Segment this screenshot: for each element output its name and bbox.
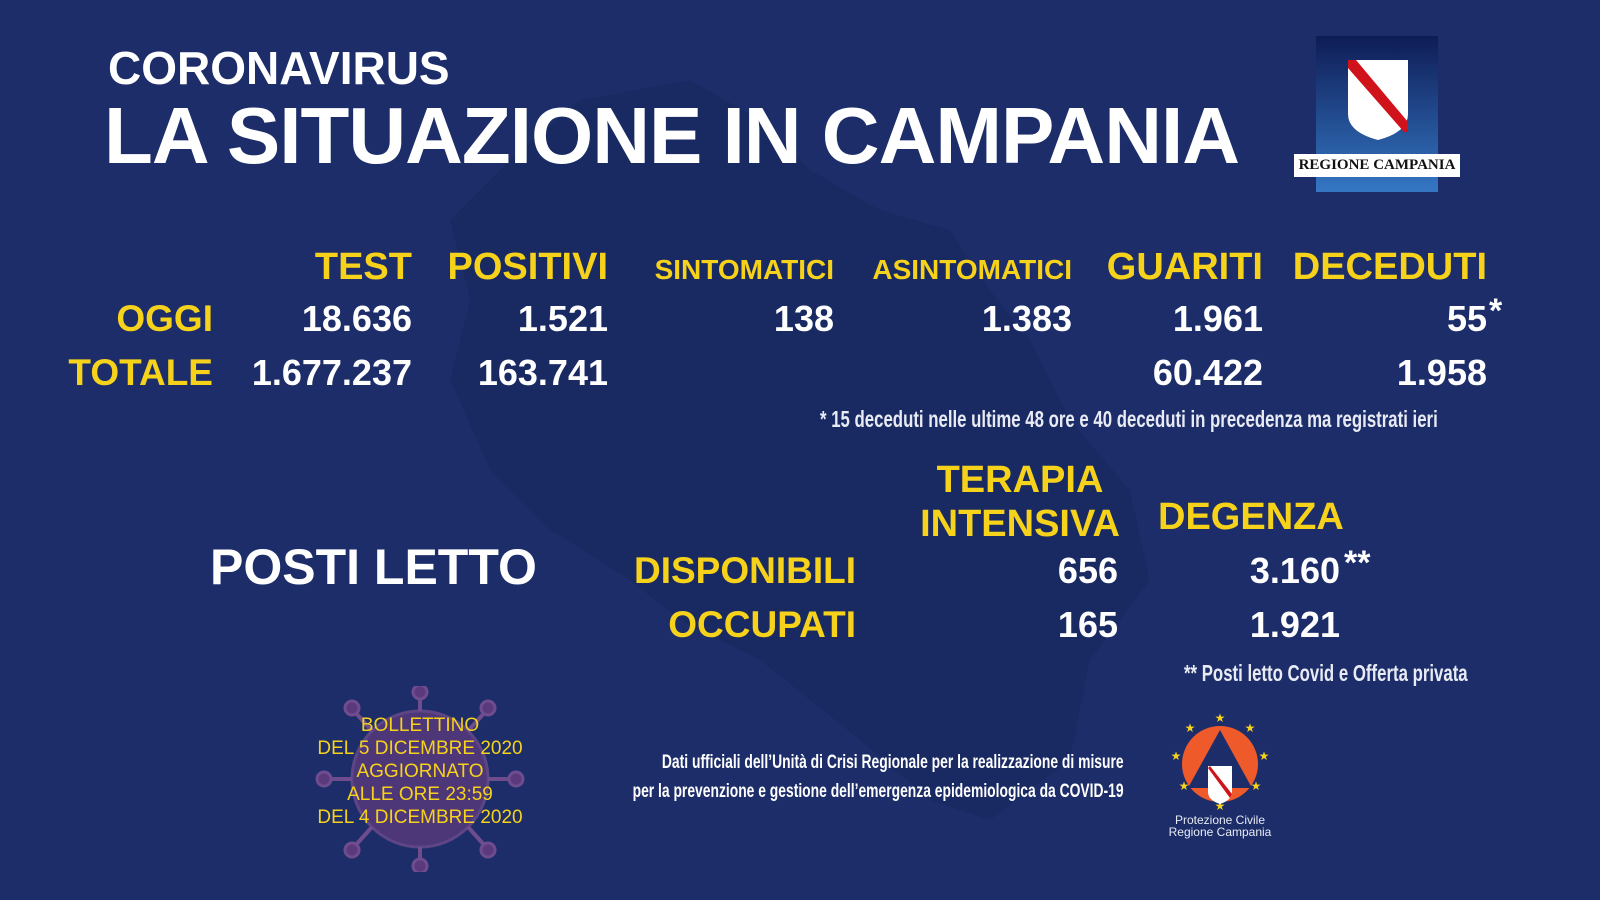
col-sintomatici: SINTOMATICI <box>654 254 834 285</box>
col-degenza: DEGENZA <box>1158 496 1344 538</box>
coat-of-arms-icon <box>1348 60 1408 140</box>
page-title: LA SITUAZIONE IN CAMPANIA <box>104 91 1240 180</box>
svg-text:★: ★ <box>1179 779 1190 793</box>
occupati-ti: 165 <box>1057 604 1118 645</box>
occupati-degenza: 1.921 <box>1249 604 1340 645</box>
bulletin-line: AGGIORNATO <box>356 761 484 782</box>
svg-text:★: ★ <box>1185 721 1196 735</box>
oggi-sintomatici: 138 <box>773 298 834 339</box>
totale-positivi: 163.741 <box>477 352 608 393</box>
row-label-disponibili: DISPONIBILI <box>633 550 856 591</box>
row-label-totale: TOTALE <box>68 352 213 393</box>
deceduti-footnote: * 15 deceduti nelle ultime 48 ore e 40 d… <box>820 406 1438 432</box>
deceduti-asterisk: * <box>1489 292 1503 330</box>
col-test: TEST <box>314 246 412 288</box>
oggi-positivi: 1.521 <box>517 298 608 339</box>
bulletin-line: BOLLETTINO <box>360 715 480 736</box>
oggi-asintomatici: 1.383 <box>981 298 1072 339</box>
protezione-line: Protezione Civile <box>1174 813 1266 827</box>
col-terapia-line2: INTENSIVA <box>920 503 1120 545</box>
svg-text:★: ★ <box>1251 779 1262 793</box>
bulletin-line: DEL 4 DICEMBRE 2020 <box>317 807 523 828</box>
kicker: CORONAVIRUS <box>108 42 450 94</box>
col-deceduti: DECEDUTI <box>1292 246 1487 288</box>
posti-letto-title: POSTI LETTO <box>210 539 537 595</box>
beds-footnote: ** Posti letto Covid e Offerta privata <box>1184 660 1468 686</box>
disponibili-ti: 656 <box>1057 550 1118 591</box>
row-label-occupati: OCCUPATI <box>668 604 856 645</box>
svg-text:★: ★ <box>1259 749 1270 763</box>
protezione-civile-logo: ★★★★ ★★★★ <box>1171 712 1270 812</box>
logo-text: REGIONE CAMPANIA <box>1294 154 1460 177</box>
regione-campania-logo: REGIONE CAMPANIA <box>1294 36 1460 192</box>
svg-text:★: ★ <box>1245 721 1256 735</box>
bulletin-line: ALLE ORE 23:59 <box>347 784 493 805</box>
col-terapia-intensiva: TERAPIA INTENSIVA <box>910 458 1130 546</box>
protezione-line: Regione Campania <box>1168 825 1272 839</box>
virus-icon <box>315 686 525 872</box>
source-note: Dati ufficiali dell’Unità di Crisi Regio… <box>633 748 1124 806</box>
totale-deceduti: 1.958 <box>1396 352 1487 393</box>
campania-map-silhouette <box>450 80 1150 820</box>
bulletin: BOLLETTINO DEL 5 DICEMBRE 2020 AGGIORNAT… <box>300 714 540 829</box>
row-label-oggi: OGGI <box>116 298 213 339</box>
oggi-test: 18.636 <box>301 298 412 339</box>
disponibili-degenza: 3.160 <box>1249 550 1340 591</box>
totale-test: 1.677.237 <box>251 352 412 393</box>
col-guariti: GUARITI <box>1106 246 1263 288</box>
totale-guariti: 60.422 <box>1152 352 1263 393</box>
svg-text:★: ★ <box>1215 712 1226 725</box>
oggi-guariti: 1.961 <box>1172 298 1263 339</box>
oggi-deceduti: 55 <box>1446 298 1487 339</box>
col-terapia-line1: TERAPIA <box>936 459 1104 501</box>
source-line: per la prevenzione e gestione dell’emerg… <box>633 781 1124 802</box>
protezione-civile-text: Protezione Civile Regione Campania <box>1140 814 1300 838</box>
col-asintomatici: ASINTOMATICI <box>872 254 1072 285</box>
degenza-asterisks: ** <box>1344 544 1371 582</box>
source-line: Dati ufficiali dell’Unità di Crisi Regio… <box>662 752 1124 773</box>
bulletin-line: DEL 5 DICEMBRE 2020 <box>317 738 523 759</box>
col-positivi: POSITIVI <box>447 246 608 288</box>
svg-text:★: ★ <box>1215 799 1226 812</box>
svg-text:★: ★ <box>1171 749 1182 763</box>
